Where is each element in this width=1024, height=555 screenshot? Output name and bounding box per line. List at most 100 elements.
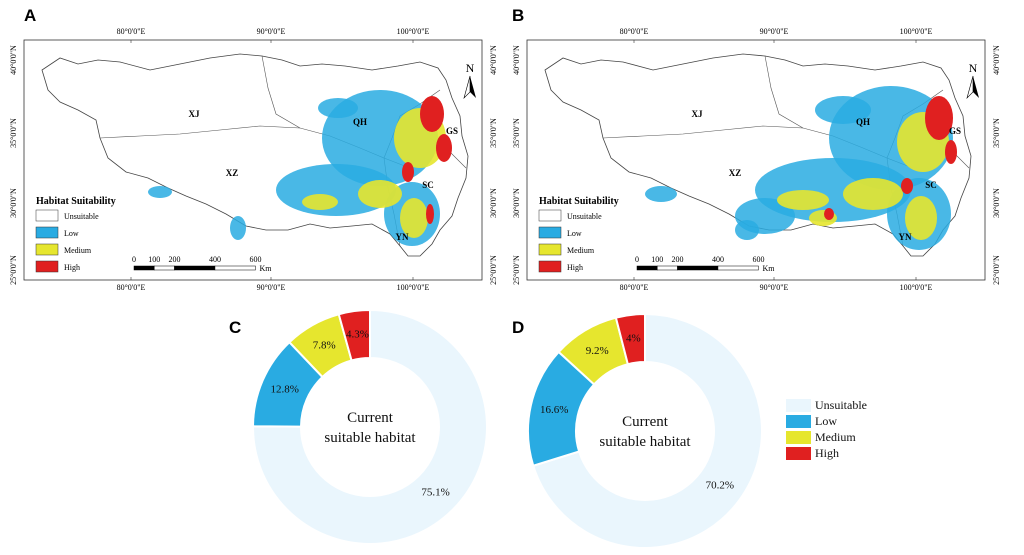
legend-item-unsuitable: Unsuitable [786, 397, 867, 413]
lon-tick-bottom: 100°0'0"E [397, 283, 430, 292]
medium-suitability-patch [400, 198, 428, 238]
scale-bar-segment [133, 265, 155, 271]
donut-slice-high [337, 308, 371, 362]
donut-label-unsuitable: 75.1% [421, 486, 449, 498]
lat-tick-left: 25°0'0"N [512, 255, 521, 285]
scale-bar-segment [656, 265, 678, 271]
scale-label: 400 [712, 255, 724, 264]
lat-tick-left: 40°0'0"N [9, 45, 18, 75]
donut-chart-d: 70.2% 16.6% 9.2% 4% Current suitable habita… [527, 312, 763, 549]
legend-label-medium: Medium [815, 429, 856, 444]
habitat-legend-swatch [538, 209, 562, 222]
scale-unit: Km [762, 264, 775, 273]
lon-tick-top: 100°0'0"E [900, 27, 933, 36]
donut-label-high: 4.3% [346, 328, 369, 340]
lat-tick-right: 40°0'0"N [489, 45, 498, 75]
medium-suitability-patch [905, 196, 937, 240]
donut-label-medium: 9.2% [586, 345, 609, 357]
donut-legend: Unsuitable Low Medium High [786, 397, 867, 461]
high-suitability-patch [945, 140, 957, 164]
north-label: N [969, 61, 978, 75]
donut-label-medium: 7.8% [313, 340, 336, 352]
legend-label-unsuitable: Unsuitable [815, 397, 867, 412]
province-border [261, 55, 301, 129]
high-suitability-patch [436, 134, 452, 162]
habitat-map-a: 80°0'0"E 80°0'0"E 90°0'0"E 90°0'0"E 100°0'0"… [9, 27, 498, 292]
habitat-legend-swatch [538, 243, 562, 256]
region-label-sc: SC [422, 180, 434, 190]
lat-tick-left: 25°0'0"N [9, 255, 18, 285]
lon-tick-top: 90°0'0"E [760, 27, 789, 36]
lon-tick-top: 100°0'0"E [397, 27, 430, 36]
panel-letter-b: B [512, 6, 525, 25]
low-suitability-patch [318, 98, 358, 118]
legend-swatch-low [786, 414, 811, 428]
lat-tick-right: 25°0'0"N [992, 255, 1001, 285]
region-label-qh: QH [353, 117, 367, 127]
high-suitability-patch [426, 204, 434, 224]
donut-center-line1: Current [347, 410, 394, 426]
lat-tick-left: 35°0'0"N [512, 118, 521, 148]
donut-label-low: 12.8% [270, 384, 298, 396]
scale-bar-segment [153, 265, 175, 271]
donut-label-high: 4% [626, 332, 641, 344]
habitat-map-b: 80°0'0"E 80°0'0"E 90°0'0"E 90°0'0"E 100°0'0"… [512, 27, 1001, 292]
donut-chart-c: 75.1% 12.8% 7.8% 4.3% Current suitable habi… [251, 308, 488, 545]
donut-slice-unsuitable [252, 308, 488, 545]
habitat-legend-title: Habitat Suitability [36, 196, 116, 207]
lat-tick-right: 35°0'0"N [992, 118, 1001, 148]
habitat-legend-label: Unsuitable [567, 212, 602, 221]
lon-tick-top: 90°0'0"E [257, 27, 286, 36]
habitat-legend-swatch [35, 243, 59, 256]
lon-tick-bottom: 80°0'0"E [620, 283, 649, 292]
lon-tick-bottom: 100°0'0"E [900, 283, 933, 292]
legend-item-high: High [786, 445, 867, 461]
scale-label: 100 [651, 255, 663, 264]
province-border [764, 55, 804, 129]
region-label-xj: XJ [189, 109, 200, 119]
high-suitability-patch [925, 96, 953, 140]
lat-tick-left: 30°0'0"N [512, 188, 521, 218]
panel-letter-c: C [229, 318, 242, 337]
region-label-gs: GS [949, 126, 961, 136]
region-label-gs: GS [446, 126, 458, 136]
scale-bar-segment [717, 265, 759, 271]
lat-tick-right: 30°0'0"N [992, 188, 1001, 218]
donut-center-line2: suitable habitat [599, 434, 691, 450]
legend-label-high: High [815, 445, 839, 460]
scale-label: 0 [635, 255, 639, 264]
high-suitability-patch [824, 208, 834, 220]
habitat-legend-label: High [567, 263, 583, 272]
lat-tick-right: 25°0'0"N [489, 255, 498, 285]
scale-label: 600 [249, 255, 261, 264]
habitat-legend-swatch [35, 260, 59, 273]
donut-slice-unsuitable [532, 312, 763, 549]
habitat-legend-title: Habitat Suitability [539, 196, 619, 207]
habitat-legend-label: Medium [64, 246, 92, 255]
scale-bar-segment [636, 265, 658, 271]
panel-letter-a: A [24, 6, 37, 25]
donut-center-line1: Current [622, 414, 669, 430]
habitat-legend-label: Low [567, 229, 582, 238]
low-suitability-patch [148, 186, 172, 198]
lat-tick-right: 35°0'0"N [489, 118, 498, 148]
lon-tick-bottom: 80°0'0"E [117, 283, 146, 292]
habitat-legend-swatch [35, 226, 59, 239]
scale-bar-segment [174, 265, 216, 271]
north-arrow-icon: N [463, 61, 476, 100]
scale-label: 0 [132, 255, 136, 264]
north-arrow-icon: N [966, 61, 979, 100]
high-suitability-patch [901, 178, 913, 194]
scale-label: 200 [671, 255, 683, 264]
north-label: N [466, 61, 475, 75]
lon-tick-bottom: 90°0'0"E [760, 283, 789, 292]
region-label-xj: XJ [692, 109, 703, 119]
lat-tick-left: 30°0'0"N [9, 188, 18, 218]
lat-tick-left: 35°0'0"N [9, 118, 18, 148]
habitat-legend-label: Unsuitable [64, 212, 99, 221]
scale-bar-segment [214, 265, 256, 271]
habitat-legend-label: Medium [567, 246, 595, 255]
high-suitability-patch [402, 162, 414, 182]
medium-suitability-patch [843, 178, 903, 210]
donut-center-line2: suitable habitat [324, 430, 416, 446]
